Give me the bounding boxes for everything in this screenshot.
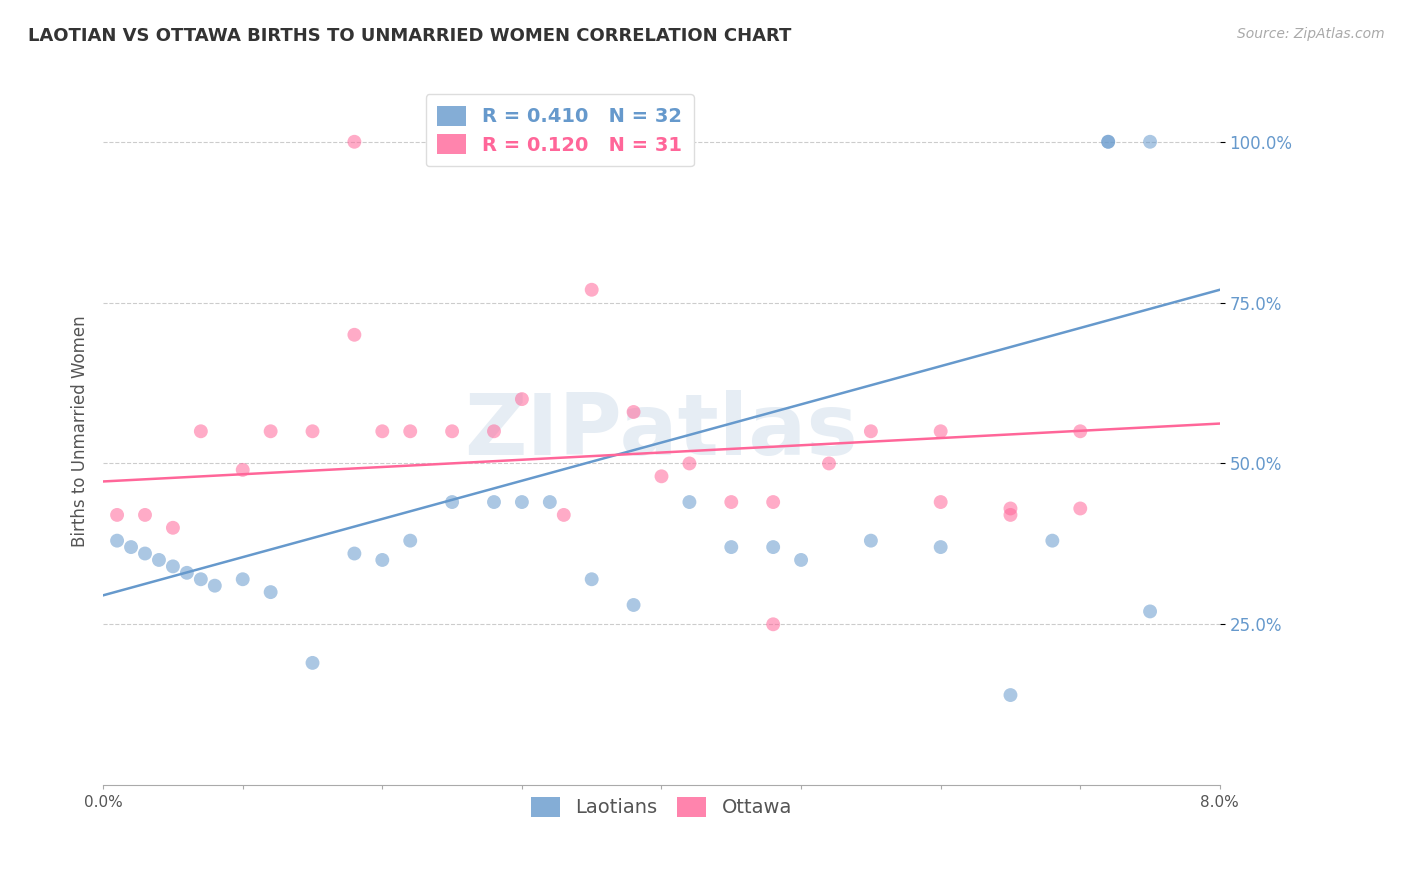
Point <box>343 135 366 149</box>
Point <box>301 424 323 438</box>
Point <box>623 598 645 612</box>
Point <box>581 283 603 297</box>
Point <box>1139 135 1161 149</box>
Point <box>204 579 226 593</box>
Point <box>650 469 672 483</box>
Point <box>538 495 561 509</box>
Point <box>762 495 785 509</box>
Point <box>441 424 464 438</box>
Point <box>190 424 212 438</box>
Point <box>399 424 422 438</box>
Point <box>120 540 142 554</box>
Point <box>1097 135 1119 149</box>
Point <box>371 553 394 567</box>
Point <box>762 617 785 632</box>
Point <box>720 540 742 554</box>
Point <box>818 457 841 471</box>
Point <box>762 540 785 554</box>
Legend: Laotians, Ottawa: Laotians, Ottawa <box>523 789 800 825</box>
Point <box>148 553 170 567</box>
Point <box>232 463 254 477</box>
Point <box>510 495 533 509</box>
Point <box>1069 424 1091 438</box>
Point <box>259 424 281 438</box>
Point <box>678 495 700 509</box>
Point <box>482 495 505 509</box>
Point <box>343 547 366 561</box>
Point <box>162 521 184 535</box>
Point <box>162 559 184 574</box>
Point <box>482 424 505 438</box>
Point <box>929 540 952 554</box>
Point <box>399 533 422 548</box>
Point <box>259 585 281 599</box>
Point <box>343 327 366 342</box>
Point <box>105 508 128 522</box>
Point <box>859 424 882 438</box>
Point <box>790 553 813 567</box>
Point <box>190 572 212 586</box>
Point <box>105 533 128 548</box>
Point <box>1139 604 1161 618</box>
Point <box>1040 533 1063 548</box>
Point <box>441 495 464 509</box>
Point <box>929 495 952 509</box>
Point <box>581 572 603 586</box>
Y-axis label: Births to Unmarried Women: Births to Unmarried Women <box>72 316 89 547</box>
Point <box>859 533 882 548</box>
Point <box>134 547 156 561</box>
Point <box>301 656 323 670</box>
Point <box>720 495 742 509</box>
Point <box>1000 508 1022 522</box>
Point <box>371 424 394 438</box>
Point <box>1000 501 1022 516</box>
Point <box>176 566 198 580</box>
Point <box>1097 135 1119 149</box>
Point <box>678 457 700 471</box>
Text: Source: ZipAtlas.com: Source: ZipAtlas.com <box>1237 27 1385 41</box>
Point <box>134 508 156 522</box>
Text: LAOTIAN VS OTTAWA BIRTHS TO UNMARRIED WOMEN CORRELATION CHART: LAOTIAN VS OTTAWA BIRTHS TO UNMARRIED WO… <box>28 27 792 45</box>
Point <box>929 424 952 438</box>
Point <box>510 392 533 406</box>
Point <box>1000 688 1022 702</box>
Point <box>553 508 575 522</box>
Point <box>623 405 645 419</box>
Point <box>232 572 254 586</box>
Text: ZIPatlas: ZIPatlas <box>464 390 859 473</box>
Point <box>1069 501 1091 516</box>
Point <box>441 135 464 149</box>
